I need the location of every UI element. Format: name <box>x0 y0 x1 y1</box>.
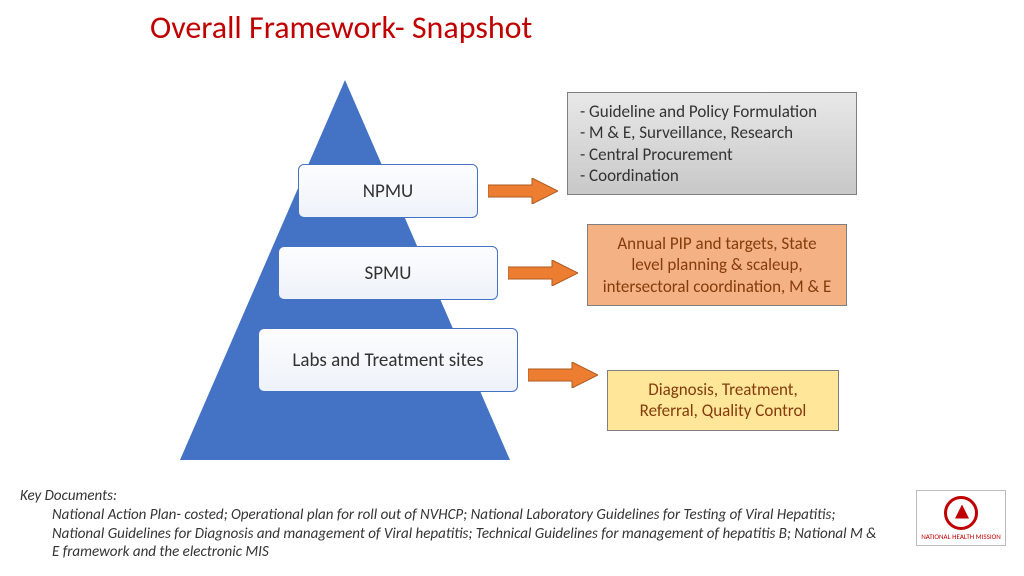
arrow-icon <box>508 260 578 286</box>
detail-line: - M & E, Surveillance, Research <box>580 122 844 143</box>
key-documents: Key Documents: National Action Plan- cos… <box>20 487 880 562</box>
nhm-logo-icon: NATIONAL HEALTH MISSION <box>916 490 1006 546</box>
arrow-icon <box>528 362 598 388</box>
detail-box-labs: Diagnosis, Treatment, Referral, Quality … <box>607 370 839 431</box>
detail-text: Annual PIP and targets, State level plan… <box>603 233 832 297</box>
detail-line: - Central Procurement <box>580 144 844 165</box>
level-box-labs: Labs and Treatment sites <box>258 328 518 392</box>
detail-line: - Coordination <box>580 165 844 186</box>
level-box-spmu: SPMU <box>278 246 498 300</box>
level-box-npmu: NPMU <box>298 164 478 218</box>
footer-body: National Action Plan- costed; Operationa… <box>20 506 880 562</box>
detail-line: - Guideline and Policy Formulation <box>580 101 844 122</box>
level-label: NPMU <box>363 180 414 203</box>
arrow-icon <box>488 178 558 204</box>
footer-heading: Key Documents: <box>20 487 117 505</box>
detail-box-npmu: - Guideline and Policy Formulation - M &… <box>567 92 857 195</box>
page-title: Overall Framework- Snapshot <box>150 8 532 47</box>
level-label: Labs and Treatment sites <box>292 349 483 372</box>
logo-text: NATIONAL HEALTH MISSION <box>921 532 1001 541</box>
detail-text: Diagnosis, Treatment, Referral, Quality … <box>640 379 807 421</box>
level-label: SPMU <box>365 262 412 285</box>
detail-box-spmu: Annual PIP and targets, State level plan… <box>587 224 847 306</box>
